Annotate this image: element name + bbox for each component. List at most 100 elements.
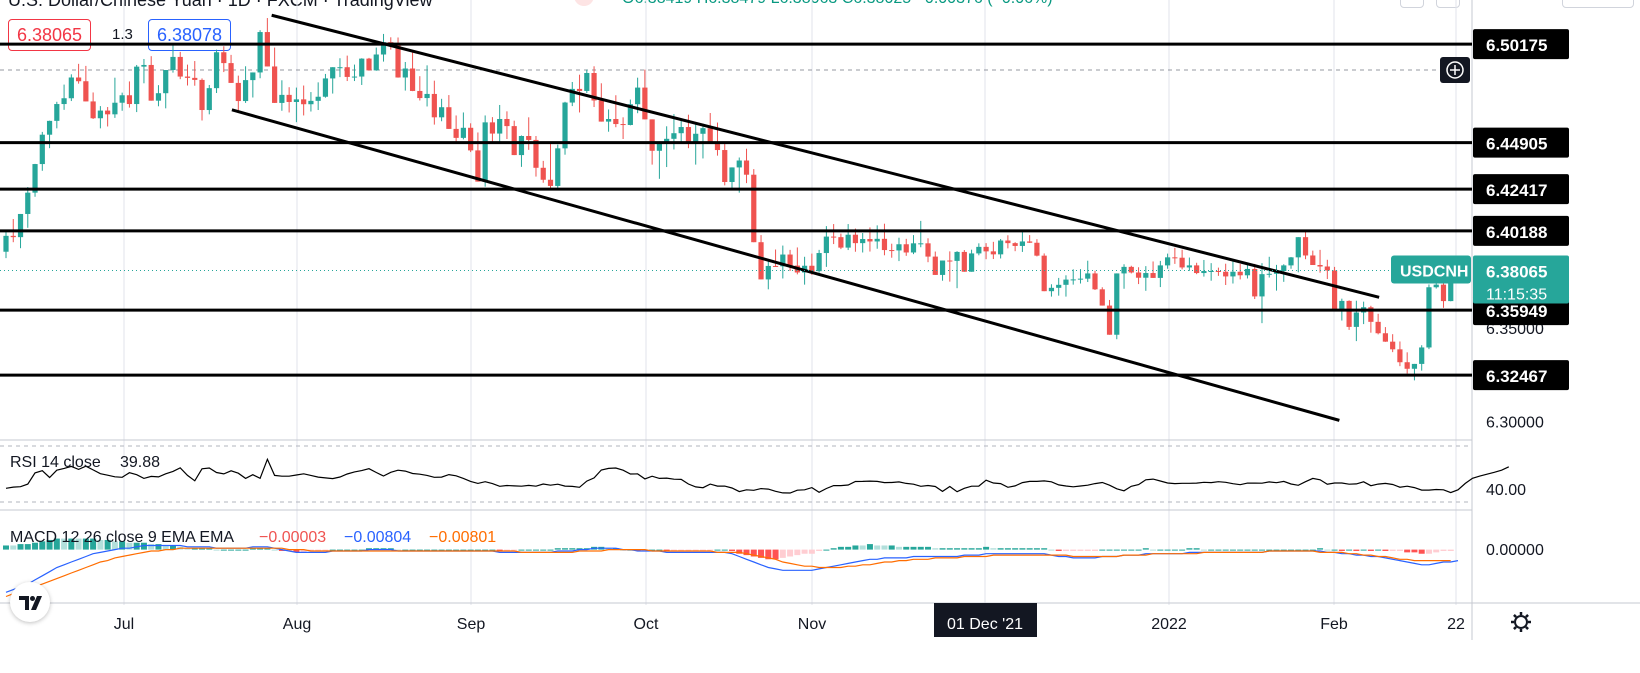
candle-body <box>743 160 750 175</box>
candle-body <box>1368 307 1374 322</box>
market-status-icon <box>574 0 594 6</box>
macd-axis-label: 0.00000 <box>1486 542 1544 559</box>
candle <box>627 99 633 126</box>
macd-histogram-bar <box>547 549 554 551</box>
macd-histogram-bar <box>576 548 583 550</box>
candle <box>380 33 387 62</box>
trendline-channel-upper[interactable] <box>271 13 1380 299</box>
macd-histogram-bar <box>692 549 699 551</box>
candle-body <box>337 67 343 69</box>
sell-price-button[interactable]: 6.38065 <box>8 19 92 51</box>
candle-body <box>533 139 539 168</box>
candle <box>105 107 111 127</box>
gear-tooth <box>1513 614 1517 618</box>
macd-histogram-bar <box>373 548 380 550</box>
macd-histogram-bar <box>344 549 351 551</box>
macd-histogram-bar <box>511 549 518 551</box>
candle <box>823 226 829 267</box>
time-axis[interactable]: Jul Aug Sep Oct Nov 2022 Feb 22 01 Dec '21 <box>114 603 1465 637</box>
candle <box>1397 341 1403 367</box>
candle <box>1041 253 1047 292</box>
symbol-tag[interactable]: USDCNH <box>1391 255 1471 284</box>
candle-body <box>1288 257 1294 266</box>
candle <box>468 123 474 153</box>
candle <box>1085 260 1091 283</box>
candle-body <box>838 237 844 248</box>
candle-body <box>889 250 895 252</box>
macd-histogram-bar <box>395 549 402 551</box>
candle-body <box>286 94 292 102</box>
buy-price-button[interactable]: 6.38078 <box>148 19 232 51</box>
candle-body <box>10 235 16 238</box>
current-price-tag[interactable]: 6.38065 11:15:35 <box>1473 255 1569 304</box>
candle <box>1230 260 1236 284</box>
settings-button[interactable] <box>1436 0 1460 8</box>
candle-body <box>1440 284 1447 302</box>
candle-body <box>112 102 118 115</box>
candle-body <box>939 260 946 275</box>
candle-body <box>1215 270 1222 272</box>
candle-body <box>380 42 387 55</box>
candle-body <box>1070 279 1076 281</box>
candle-body <box>526 136 532 140</box>
candle <box>605 109 612 132</box>
candle-body <box>714 141 721 151</box>
candle-body <box>591 73 597 101</box>
tradingview-logo[interactable] <box>10 582 50 622</box>
candle-body <box>272 66 278 103</box>
candle <box>315 82 321 111</box>
plus-icon <box>1446 61 1464 79</box>
candle <box>816 249 822 273</box>
macd-histogram-bar <box>830 548 837 550</box>
candle-body <box>547 179 554 186</box>
candle <box>192 61 198 86</box>
macd-histogram-bar <box>1121 549 1128 551</box>
candle-body <box>221 52 227 64</box>
candle-body <box>301 99 307 105</box>
candle-body <box>293 99 299 102</box>
undo-button[interactable] <box>1400 0 1424 8</box>
trendline-channel-lower[interactable] <box>231 108 1340 422</box>
macd-histogram-bar <box>489 549 496 551</box>
rsi-legend-label: RSI 14 close <box>10 454 101 471</box>
candle <box>322 73 329 98</box>
candle-body <box>1143 273 1149 278</box>
macd-histogram-bar <box>968 548 975 550</box>
candle <box>1404 352 1410 374</box>
macd-histogram-bar <box>32 542 39 550</box>
price-axis[interactable]: 6.300006.350006.501756.449056.424176.401… <box>1473 29 1569 431</box>
macd-histogram-bar <box>206 548 213 550</box>
candle-body <box>192 77 198 80</box>
macd-histogram-bar <box>1113 549 1120 551</box>
candle-body <box>627 104 633 125</box>
candle-body <box>322 78 329 97</box>
buy-price: 6.38078 <box>157 25 223 45</box>
candle <box>235 75 241 111</box>
candle <box>852 228 859 252</box>
symbol-title[interactable]: U.S. Dollar/Chinese Yuan · 1D · FXCM · T… <box>8 0 433 10</box>
macd-histogram-bar <box>46 539 53 550</box>
macd-histogram-bar <box>1070 549 1077 551</box>
macd-pane[interactable]: MACD 12 26 close 9 EMA EMA −0.00003 −0.008… <box>3 529 1544 598</box>
macd-histogram-bar <box>1157 549 1164 551</box>
candle <box>736 157 742 193</box>
ohlc-values: O6.38419 H6.38479 L6.38063 C6.38025 −0.0… <box>622 0 1053 8</box>
candle-body <box>642 87 648 120</box>
macd-histogram-bar <box>1237 549 1244 551</box>
candle-body <box>206 88 212 111</box>
rsi-pane[interactable]: RSI 14 close 39.88 40.00 <box>0 445 1526 503</box>
candle-body <box>468 127 474 151</box>
candle <box>221 46 227 73</box>
publish-button[interactable] <box>1562 0 1634 8</box>
settings-gear-icon[interactable] <box>1511 612 1531 632</box>
candle-body <box>475 150 481 182</box>
macd-histogram-bar <box>61 538 68 550</box>
add-alert-button[interactable] <box>1440 57 1470 83</box>
level-tag-bg <box>1473 29 1569 60</box>
candle <box>990 241 996 260</box>
macd-histogram-bar <box>750 549 757 557</box>
candle <box>1346 300 1352 330</box>
candle <box>1179 249 1185 270</box>
candle-body <box>569 88 575 103</box>
